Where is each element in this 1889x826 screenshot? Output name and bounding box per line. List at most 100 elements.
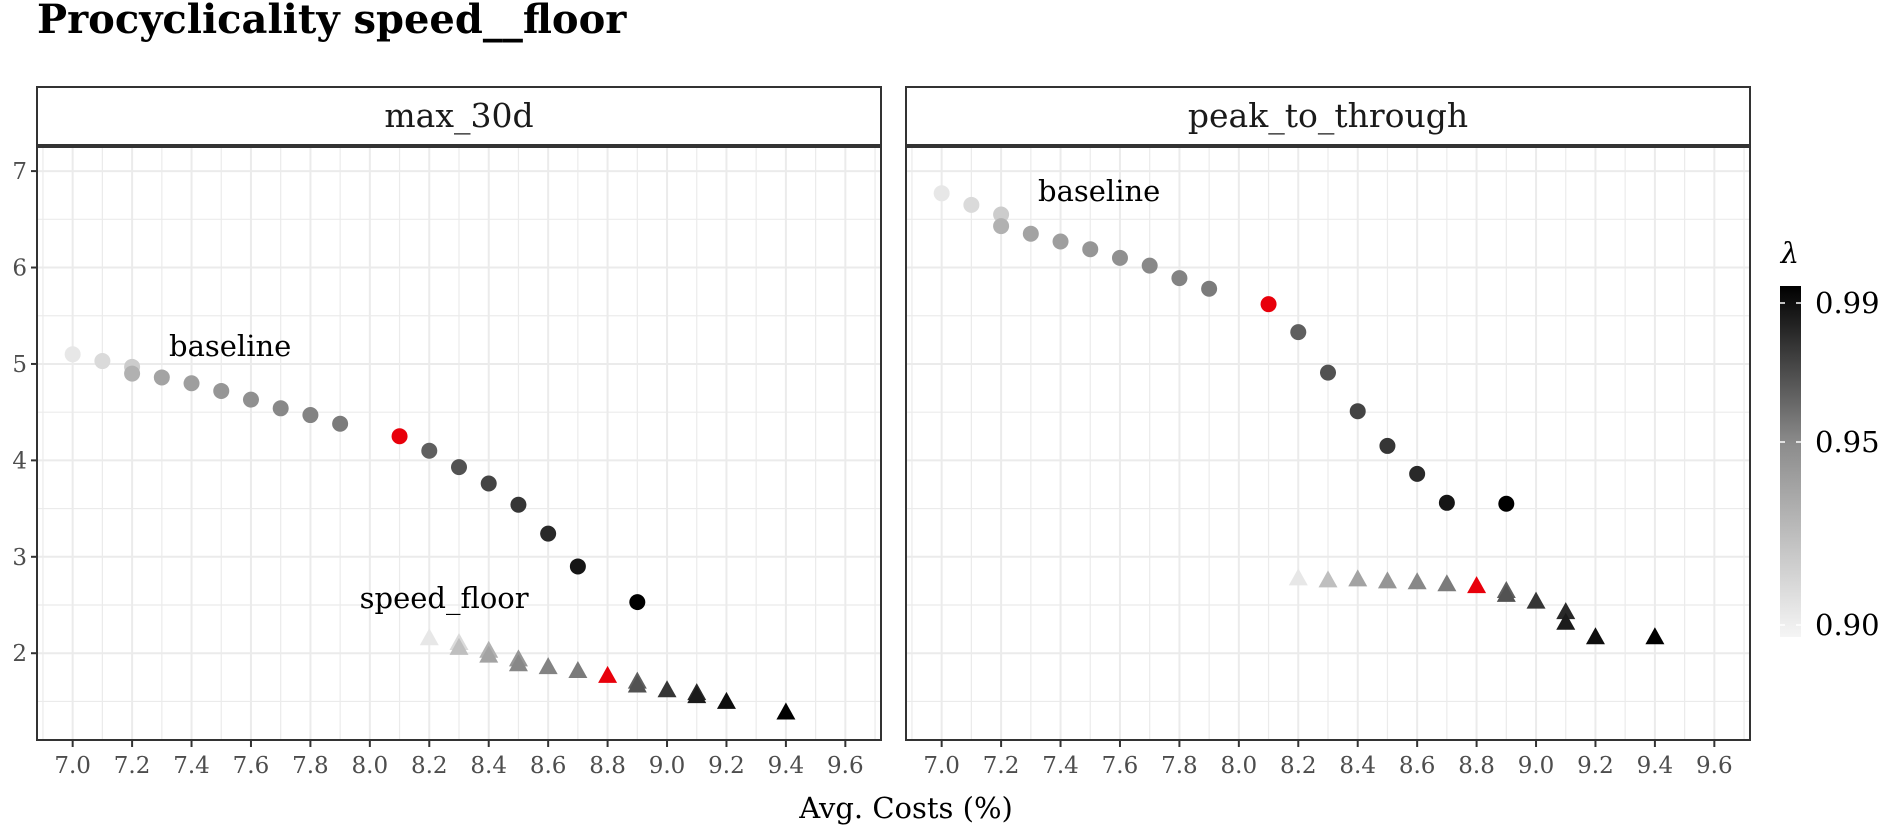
x-tick-label: 8.4 xyxy=(470,753,507,779)
x-tick-label: 8.2 xyxy=(411,753,448,779)
panel-strip xyxy=(905,86,1751,146)
legend-colorbar xyxy=(1780,286,1801,637)
legend: λ 0.99 0.95 0.90 xyxy=(1780,236,1880,642)
data-point-triangle xyxy=(657,680,677,698)
x-tick-label: 8.8 xyxy=(589,753,626,779)
data-point-circle xyxy=(993,218,1010,235)
x-tick-label: 8.0 xyxy=(352,753,389,779)
x-tick-label: 9.0 xyxy=(1518,753,1555,779)
data-point-circle xyxy=(1290,324,1307,341)
x-tick-label: 9.6 xyxy=(827,753,864,779)
data-point-circle xyxy=(213,382,230,399)
data-point-circle xyxy=(451,459,467,476)
data-point-triangle-highlight xyxy=(1467,576,1487,594)
data-point-triangle xyxy=(1318,570,1338,588)
data-point-triangle xyxy=(479,645,499,663)
data-point-circle xyxy=(153,369,170,386)
annotation-label: baseline xyxy=(169,329,291,363)
panels: max_30d baseline speed_floor 7.0 7.2 7.4 7.6 7.… xyxy=(12,86,1751,779)
data-point-circle-highlight xyxy=(391,428,408,445)
data-point-circle xyxy=(183,375,200,392)
data-point-triangle xyxy=(1556,602,1576,620)
x-tick-label: 8.6 xyxy=(530,753,567,779)
data-point-triangle xyxy=(1496,584,1516,602)
panel-strip-label: peak_to_through xyxy=(1188,96,1468,136)
x-tick-label: 9.0 xyxy=(649,753,686,779)
x-tick-label: 7.8 xyxy=(292,753,329,779)
data-point-circle xyxy=(510,496,527,513)
data-point-triangle xyxy=(1645,627,1665,645)
series-triangle xyxy=(1288,568,1665,645)
data-point-triangle xyxy=(776,702,796,720)
data-point-circle xyxy=(1379,437,1396,454)
x-tick-label: 7.6 xyxy=(233,753,270,779)
data-point-triangle xyxy=(568,660,588,678)
data-point-circle xyxy=(1141,257,1158,274)
panel-strip-label: max_30d xyxy=(384,96,533,136)
annotation-label: speed_floor xyxy=(360,581,529,616)
y-tick-label: 7 xyxy=(12,159,27,185)
data-point-triangle xyxy=(716,691,736,709)
data-point-circle xyxy=(421,442,438,459)
data-point-triangle xyxy=(1526,591,1546,609)
x-tick-label: 9.2 xyxy=(1577,753,1614,779)
series-triangle xyxy=(419,628,796,720)
data-point-circle xyxy=(993,206,1010,223)
data-point-triangle xyxy=(687,686,707,704)
data-point-triangle xyxy=(508,654,528,672)
data-point-circle xyxy=(933,185,950,202)
x-tick-label: 7.6 xyxy=(1102,753,1139,779)
x-tick-label: 7.8 xyxy=(1161,753,1198,779)
y-tick-label: 6 xyxy=(12,256,27,282)
data-point-circle xyxy=(302,407,319,424)
legend-label: 0.95 xyxy=(1815,425,1880,459)
data-point-circle xyxy=(64,346,81,363)
data-point-triangle xyxy=(1348,569,1368,587)
data-point-triangle xyxy=(1437,574,1457,592)
data-point-triangle xyxy=(1585,627,1605,645)
data-point-circle xyxy=(124,365,141,382)
x-tick-label: 8.6 xyxy=(1399,753,1436,779)
data-point-circle xyxy=(1052,233,1069,250)
data-point-circle xyxy=(1082,241,1099,258)
panel-1: max_30d baseline speed_floor 7.0 7.2 7.4 7.6 7.… xyxy=(12,86,882,779)
x-tick-label: 8.2 xyxy=(1280,753,1317,779)
y-tick-label: 3 xyxy=(12,545,27,571)
data-point-triangle xyxy=(538,657,558,675)
legend-title: λ xyxy=(1780,236,1799,270)
data-point-circle xyxy=(1171,270,1188,287)
x-tick-label: 8.4 xyxy=(1339,753,1376,779)
data-point-triangle xyxy=(627,675,647,693)
x-axis-ticks: 7.0 7.2 7.4 7.6 7.8 8.0 8.2 8.4 8.6 8.8 9.0 9.2 9.4 9… xyxy=(54,740,864,779)
x-tick-label: 7.2 xyxy=(114,753,151,779)
x-tick-label: 9.6 xyxy=(1696,753,1733,779)
x-axis-ticks: 7.0 7.2 7.4 7.6 7.8 8.0 8.2 8.4 8.6 8.8 9.0 9.2 9.4 9… xyxy=(923,740,1733,779)
data-point-circle xyxy=(1349,403,1366,420)
x-tick-label: 7.2 xyxy=(983,753,1020,779)
data-point-triangle xyxy=(1288,568,1308,586)
x-tick-label: 7.0 xyxy=(54,753,91,779)
y-tick-label: 2 xyxy=(12,641,27,667)
panel-strip xyxy=(36,86,882,146)
data-point-triangle-highlight xyxy=(598,665,618,683)
data-point-circle xyxy=(569,558,586,575)
data-point-triangle xyxy=(1407,572,1427,590)
data-point-circle xyxy=(1022,225,1039,242)
data-point-triangle xyxy=(1556,612,1576,630)
data-point-triangle xyxy=(449,637,469,655)
x-tick-label: 9.4 xyxy=(1637,753,1674,779)
x-tick-label: 7.4 xyxy=(1042,753,1079,779)
data-point-circle xyxy=(1409,465,1426,482)
panel-border xyxy=(36,146,882,741)
data-point-circle xyxy=(94,353,111,370)
data-point-circle xyxy=(540,525,557,542)
data-point-circle xyxy=(332,415,349,432)
y-axis-ticks: 2 3 4 5 6 7 xyxy=(12,159,37,667)
x-axis-title: Avg. Costs (%) xyxy=(798,791,1013,825)
x-tick-label: 8.8 xyxy=(1458,753,1495,779)
x-tick-label: 7.4 xyxy=(173,753,210,779)
x-tick-label: 7.0 xyxy=(923,753,960,779)
data-point-triangle xyxy=(419,628,439,646)
data-point-circle xyxy=(242,391,259,408)
x-tick-label: 9.2 xyxy=(708,753,745,779)
